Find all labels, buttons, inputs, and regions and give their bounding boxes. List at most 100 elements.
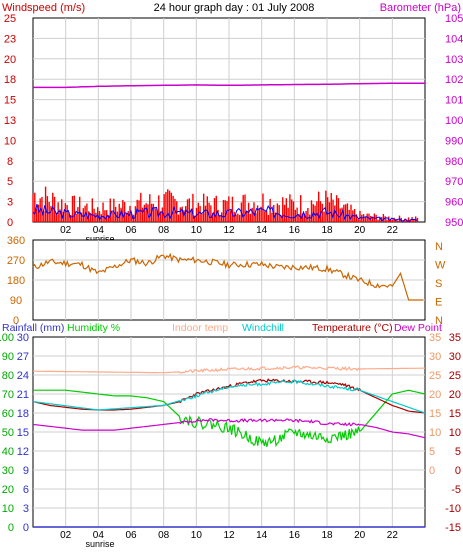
windspeed-tick-label: 25 (4, 13, 16, 25)
temperature-tick-label: -15 (445, 522, 461, 534)
legend-label: Humidity % (67, 322, 120, 334)
indoor-temp-tick-label: 0 (429, 465, 435, 477)
gust-bars (32, 186, 419, 222)
x-tick-label: 18 (321, 225, 333, 236)
x-tick-label: 04 (93, 225, 105, 236)
windspeed-tick-label: 20 (4, 54, 16, 66)
windspeed-tick-label: 15 (4, 95, 16, 107)
x-tick-label: 22 (387, 225, 399, 236)
indoor-temp-tick-label: 20 (429, 389, 441, 401)
humidity-tick-label: 90 (2, 351, 14, 363)
compass-label: W (435, 260, 446, 272)
rain-tick-label: 15 (17, 427, 29, 439)
barometer-tick-label: 970 (445, 176, 463, 188)
compass-label: E (435, 297, 442, 309)
rain-tick-label: 0 (23, 522, 29, 534)
rain-tick-label: 27 (17, 351, 29, 363)
x-tick-label: 02 (60, 530, 72, 541)
windspeed-tick-label: 3 (7, 197, 13, 209)
x-tick-label: 04 (93, 530, 105, 541)
x-tick-label: 12 (223, 225, 235, 236)
barometer-tick-label: 1010 (445, 95, 463, 107)
x-tick-label: 06 (125, 225, 137, 236)
x-tick-label: 10 (191, 530, 203, 541)
x-tick-label: 14 (256, 530, 268, 541)
rain-tick-label: 30 (17, 332, 29, 344)
rain-tick-label: 18 (17, 408, 29, 420)
humidity-tick-label: 80 (2, 370, 14, 382)
humidity-tick-label: 30 (2, 465, 14, 477)
x-tick-label: 08 (158, 225, 170, 236)
humidity-tick-label: 70 (2, 389, 14, 401)
x-tick-label: 18 (321, 530, 333, 541)
temperature-tick-label: 20 (449, 389, 461, 401)
direction-tick-label: 270 (7, 255, 25, 267)
x-tick-label: 06 (125, 530, 137, 541)
barometer-line (33, 82, 425, 89)
windspeed-tick-label: 8 (7, 156, 13, 168)
windspeed-tick-label: 18 (4, 74, 16, 86)
x-tick-label: 02 (60, 225, 72, 236)
legend-label: Indoor temp (172, 322, 228, 334)
direction-tick-label: 0 (13, 315, 19, 327)
indoor-temp-line (33, 365, 425, 374)
indoor-temp-tick-label: 10 (429, 427, 441, 439)
indoor-temp-tick-label: 35 (429, 332, 441, 344)
dewpoint-line (32, 417, 426, 439)
legend-label: Rainfall (mm) (2, 322, 64, 334)
indoor-temp-tick-label: 30 (429, 351, 441, 363)
humidity-tick-label: 60 (2, 408, 14, 420)
windspeed-tick-label: 0 (7, 217, 13, 229)
temperature-tick-label: 0 (455, 465, 461, 477)
direction-tick-label: 180 (7, 275, 25, 287)
windspeed-tick-label: 5 (7, 176, 13, 188)
windspeed-tick-label: 13 (4, 115, 16, 127)
temperature-tick-label: 30 (449, 351, 461, 363)
legend-label: Windchill (242, 322, 284, 334)
humidity-tick-label: 10 (2, 503, 14, 515)
indoor-temp-tick-label: 5 (429, 446, 435, 458)
x-tick-label: 14 (256, 225, 268, 236)
humidity-tick-label: 50 (2, 427, 14, 439)
x-tick-label: 20 (354, 530, 366, 541)
barometer-tick-label: 980 (445, 156, 463, 168)
compass-label: N (435, 241, 443, 253)
indoor-temp-tick-label: 15 (429, 408, 441, 420)
barometer-tick-label: 960 (445, 197, 463, 209)
x-tick-label: 08 (158, 530, 170, 541)
legend-label: Temperature (°C) (312, 322, 393, 334)
x-tick-label: 22 (387, 530, 399, 541)
rain-tick-label: 21 (17, 389, 29, 401)
direction-tick-label: 360 (7, 235, 25, 247)
windspeed-tick-label: 10 (4, 135, 16, 147)
barometer-tick-label: 990 (445, 135, 463, 147)
rain-tick-label: 3 (23, 503, 29, 515)
windchill-line (32, 379, 426, 414)
windspeed-axis-label: Windspeed (m/s) (2, 2, 85, 14)
barometer-tick-label: 1050 (445, 13, 463, 25)
sunrise-label: sunrise (85, 234, 114, 244)
humidity-tick-label: 40 (2, 446, 14, 458)
temperature-tick-label: 10 (449, 427, 461, 439)
barometer-tick-label: 1000 (445, 115, 463, 127)
temperature-tick-label: 35 (449, 332, 461, 344)
indoor-temp-tick-label: 25 (429, 370, 441, 382)
temperature-tick-label: -10 (445, 503, 461, 515)
x-tick-label: 20 (354, 225, 366, 236)
humidity-tick-label: 100 (0, 332, 14, 344)
x-tick-label: 10 (191, 225, 203, 236)
rain-tick-label: 9 (23, 465, 29, 477)
rain-tick-label: 24 (17, 370, 29, 382)
chart-title: 24 hour graph day : 01 July 2008 (154, 2, 315, 14)
wind-direction-line (32, 252, 424, 301)
barometer-tick-label: 950 (445, 217, 463, 229)
x-tick-label: 16 (289, 225, 301, 236)
humidity-tick-label: 20 (2, 484, 14, 496)
legend-label: Dew Point (394, 322, 442, 334)
rain-tick-label: 12 (17, 446, 29, 458)
barometer-tick-label: 1030 (445, 54, 463, 66)
x-tick-label: 16 (289, 530, 301, 541)
